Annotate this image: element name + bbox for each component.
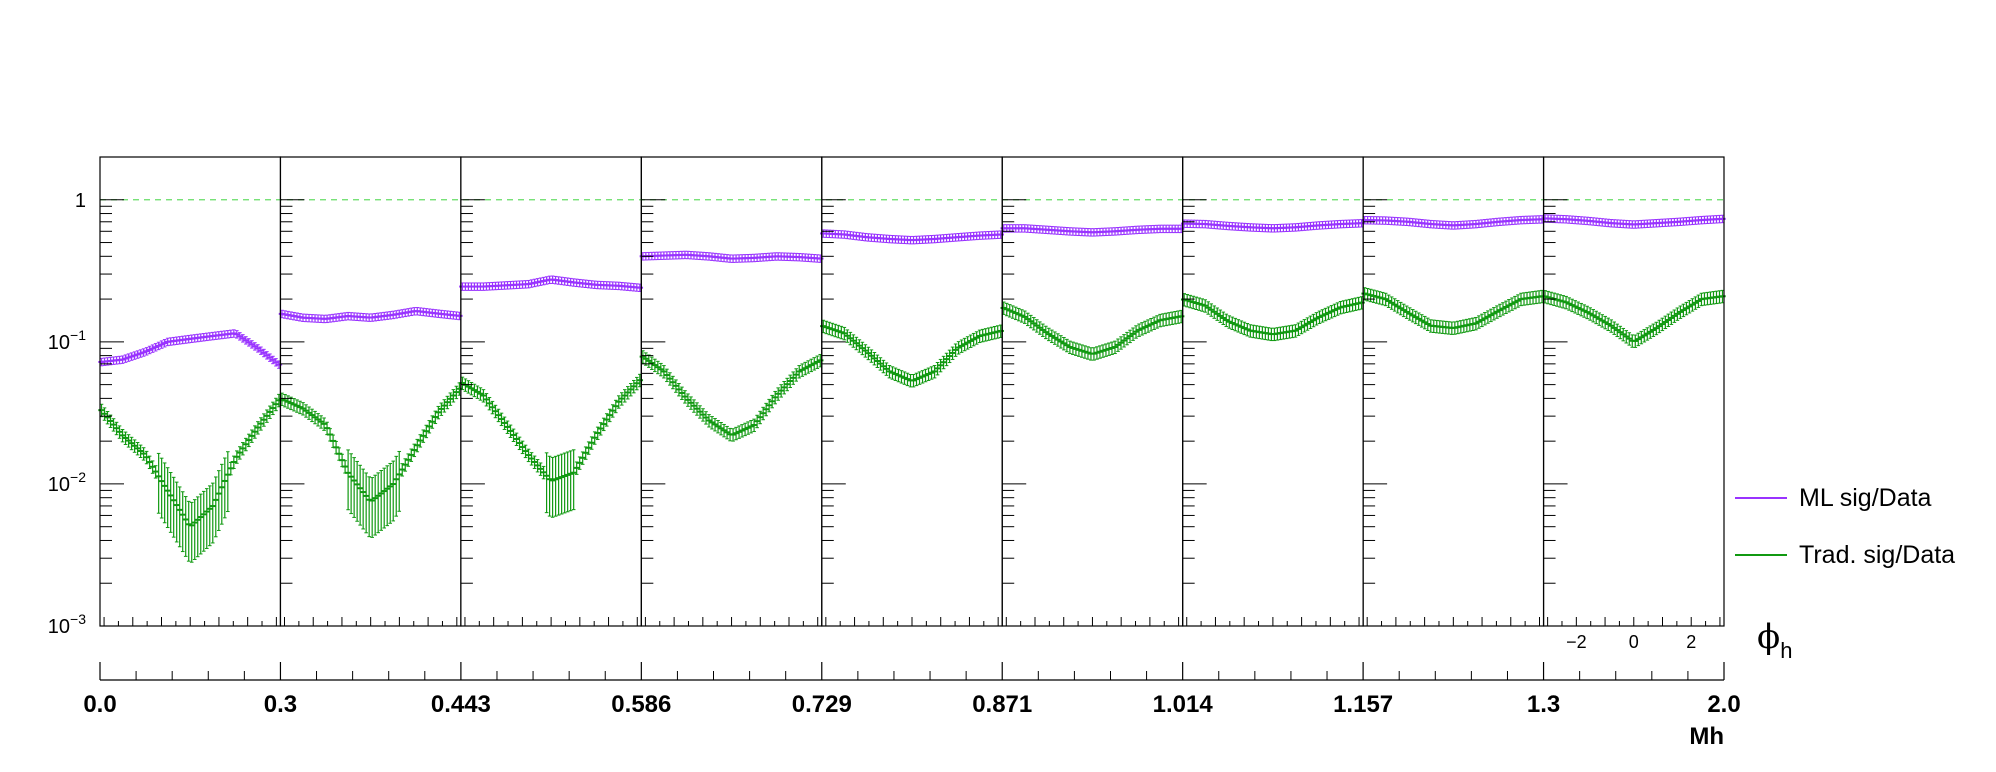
series-layer (98, 214, 1726, 563)
y-tick-label: 10−1 (48, 327, 86, 354)
y-tick-label: 10−2 (48, 469, 86, 496)
legend-label-trad: Trad. sig/Data (1799, 540, 1956, 569)
mh-tick-label: 2.0 (1707, 691, 1740, 718)
axes-layer: 1 10−1 10−2 10−3 −2 0 2 ϕh 0.0 0.3 0.443 0.586 0.729… (48, 190, 1793, 750)
mh-tick-label: 0.443 (431, 691, 491, 718)
series-trad (98, 287, 1726, 563)
legend-label-ml: ML sig/Data (1799, 483, 1932, 512)
legend-swatch-trad (1735, 554, 1787, 556)
mh-tick-label: 1.014 (1153, 691, 1214, 718)
mh-tick-label: 0.0 (83, 691, 116, 718)
phi-tick-label: 0 (1629, 632, 1639, 652)
phi-tick-label: 2 (1686, 632, 1696, 652)
y-tick-label: 10−3 (48, 611, 86, 638)
y-tick-label: 1 (75, 190, 86, 212)
phi-axis-title: ϕh (1757, 617, 1792, 663)
mh-tick-label: 0.729 (792, 691, 852, 718)
legend: ML sig/Data Trad. sig/Data (1735, 478, 1975, 588)
phi-tick-label: −2 (1566, 632, 1587, 652)
mh-tick-label: 0.586 (611, 691, 671, 718)
mh-axis-title: Mh (1689, 723, 1724, 750)
mh-tick-label: 1.3 (1527, 691, 1560, 718)
legend-entry-trad: Trad. sig/Data (1735, 540, 1955, 570)
legend-swatch-ml (1735, 497, 1787, 499)
mh-tick-label: 1.157 (1333, 691, 1393, 718)
legend-entry-ml: ML sig/Data (1735, 483, 1931, 513)
series-ml (98, 214, 1726, 369)
panels-layer (99, 156, 1725, 627)
mh-tick-label: 0.871 (972, 691, 1032, 718)
mh-tick-label: 0.3 (264, 691, 297, 718)
